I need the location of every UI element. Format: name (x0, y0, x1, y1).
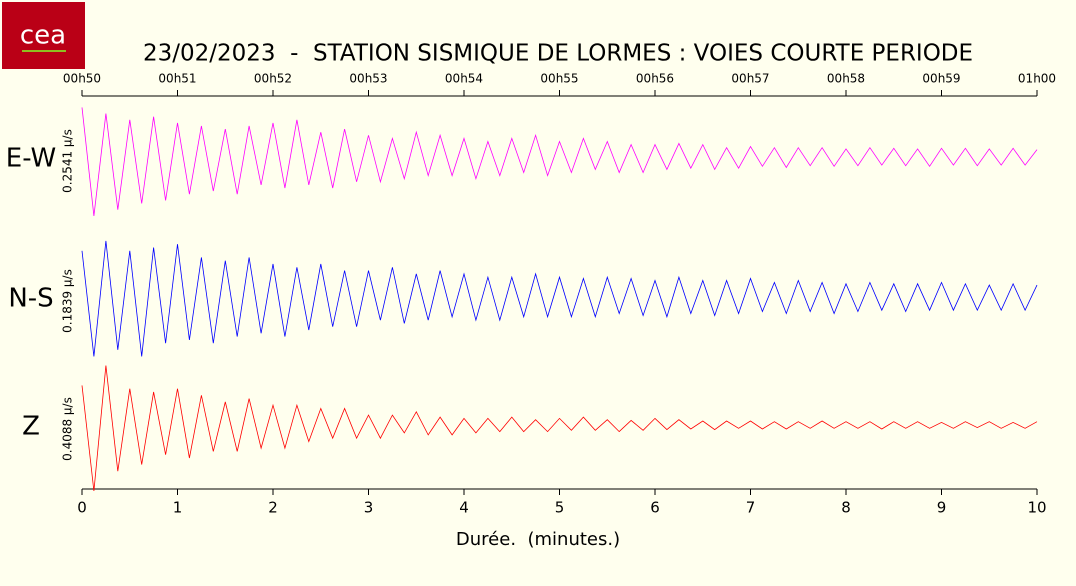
x-tick-label: 1 (173, 499, 183, 517)
scale-label: 0.2541 µ/s (61, 129, 75, 193)
top-tick-label: 00h57 (731, 72, 769, 86)
x-tick-label: 9 (937, 499, 947, 517)
top-tick-label: 00h51 (158, 72, 196, 86)
series-name: E-W (6, 144, 56, 174)
top-tick-label: 00h56 (636, 72, 674, 86)
trace (81, 240, 1038, 357)
top-tick-label: 00h58 (827, 72, 865, 86)
series-name: Z (22, 412, 40, 442)
logo-box (2, 2, 85, 69)
logo-text: cea (20, 21, 66, 51)
x-tick-label: 8 (841, 499, 851, 517)
x-tick-label: 3 (364, 499, 374, 517)
top-tick-label: 00h55 (540, 72, 578, 86)
x-tick-label: 4 (459, 499, 469, 517)
top-tick-label: 00h52 (254, 72, 292, 86)
series-name: N-S (8, 284, 53, 314)
scale-label: 0.1839 µ/s (61, 269, 75, 333)
x-tick-label: 5 (555, 499, 565, 517)
top-tick-label: 00h50 (63, 72, 101, 86)
trace (81, 365, 1038, 492)
x-tick-label: 0 (77, 499, 87, 517)
trace (81, 107, 1038, 216)
top-tick-label: 00h54 (445, 72, 483, 86)
x-tick-label: 6 (650, 499, 660, 517)
x-tick-label: 7 (746, 499, 756, 517)
x-tick-label: 10 (1027, 499, 1046, 517)
x-axis-label: Durée. (minutes.) (456, 529, 620, 550)
chart-title: 23/02/2023 - STATION SISMIQUE DE LORMES … (143, 41, 973, 67)
logo-shade (2, 2, 85, 69)
top-tick-label: 01h00 (1018, 72, 1056, 86)
top-tick-label: 00h53 (349, 72, 387, 86)
scale-label: 0.4088 µ/s (61, 397, 75, 461)
x-tick-label: 2 (268, 499, 278, 517)
top-tick-label: 00h59 (922, 72, 960, 86)
